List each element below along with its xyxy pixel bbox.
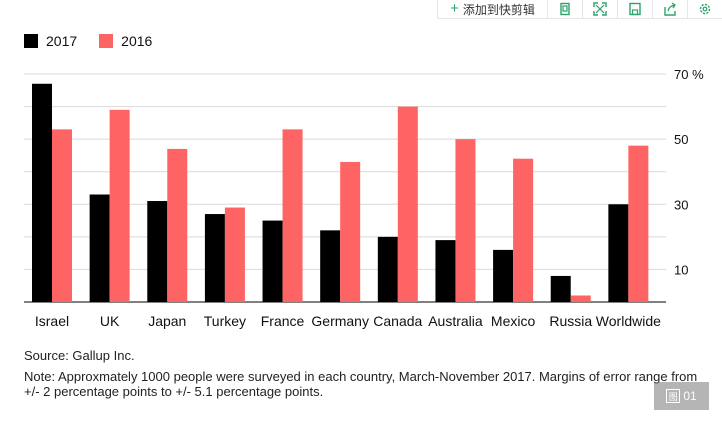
- legend-label-2017: 2017: [46, 33, 78, 49]
- bar-2017-uk: [89, 194, 110, 302]
- save-icon: [629, 2, 641, 16]
- x-tick-label: Japan: [148, 313, 186, 329]
- settings-icon: [699, 3, 711, 15]
- add-to-clip-label: 添加到快剪辑: [462, 2, 535, 17]
- bar-2016-uk: [109, 109, 130, 302]
- legend-swatch-2016: [99, 34, 114, 48]
- bar-2017-worldwide: [608, 204, 629, 302]
- bar-2016-russia: [570, 295, 591, 302]
- legend-swatch-2017: [24, 34, 38, 48]
- copy-icon: [560, 2, 570, 16]
- legend-item-2017: 2017: [24, 33, 77, 49]
- bar-2016-israel: [52, 129, 72, 302]
- chart-legend: 2017 2016: [24, 33, 152, 49]
- x-tick-label: UK: [100, 313, 120, 329]
- save-button[interactable]: [617, 0, 652, 18]
- bar-2016-worldwide: [628, 145, 649, 302]
- x-tick-label: Australia: [428, 313, 483, 329]
- plus-icon: +: [450, 0, 459, 17]
- bar-2017-russia: [550, 275, 571, 302]
- bar-2017-japan: [147, 201, 168, 302]
- chart-source: Source: Gallup Inc.: [24, 348, 135, 363]
- share-icon: [664, 2, 676, 16]
- x-tick-label: Germany: [311, 313, 369, 329]
- y-tick-label: 50: [674, 132, 688, 147]
- fullscreen-button[interactable]: [582, 0, 617, 18]
- x-tick-label: Russia: [549, 313, 592, 329]
- y-tick-label: 10: [674, 262, 688, 277]
- bar-2016-germany: [340, 161, 361, 302]
- bar-2017-france: [262, 220, 283, 302]
- bar-2016-turkey: [224, 207, 245, 302]
- bar-2016-france: [282, 129, 303, 302]
- x-tick-label: Canada: [373, 313, 422, 329]
- add-to-clip-button[interactable]: + 添加到快剪辑: [437, 0, 547, 18]
- bar-chart: 10 30 50 70 % Israel UK Japan Turkey France Germa…: [24, 67, 704, 329]
- x-tick-label: Turkey: [204, 313, 246, 329]
- bar-2016-canada: [397, 106, 418, 302]
- figure-icon: 图: [666, 389, 681, 403]
- bar-2016-australia: [455, 139, 476, 302]
- settings-button[interactable]: [687, 0, 722, 18]
- bar-2016-japan: [167, 148, 188, 302]
- figure-badge: 图 01: [654, 382, 709, 410]
- bar-2017-mexico: [493, 249, 514, 302]
- figure-number: 01: [683, 389, 697, 403]
- bar-2017-turkey: [204, 214, 225, 302]
- copy-button[interactable]: [547, 0, 582, 18]
- chart-note: Note: Approxmately 1000 people were surv…: [24, 369, 698, 399]
- bar-2017-canada: [377, 236, 398, 302]
- share-button[interactable]: [652, 0, 687, 18]
- legend-item-2016: 2016: [99, 33, 152, 49]
- bar-2017-germany: [320, 230, 341, 302]
- x-tick-label: Worldwide: [596, 313, 661, 329]
- y-tick-label: 70 %: [674, 67, 704, 82]
- bar-2016-mexico: [513, 158, 534, 302]
- bar-2017-australia: [435, 240, 456, 302]
- legend-label-2016: 2016: [121, 33, 153, 49]
- image-toolbar: + 添加到快剪辑: [437, 0, 722, 19]
- x-tick-label: Israel: [35, 313, 69, 329]
- bar-2017-israel: [32, 83, 52, 303]
- fullscreen-icon: [593, 2, 607, 16]
- x-tick-label: France: [261, 313, 305, 329]
- y-tick-label: 30: [674, 197, 688, 212]
- x-tick-label: Mexico: [491, 313, 536, 329]
